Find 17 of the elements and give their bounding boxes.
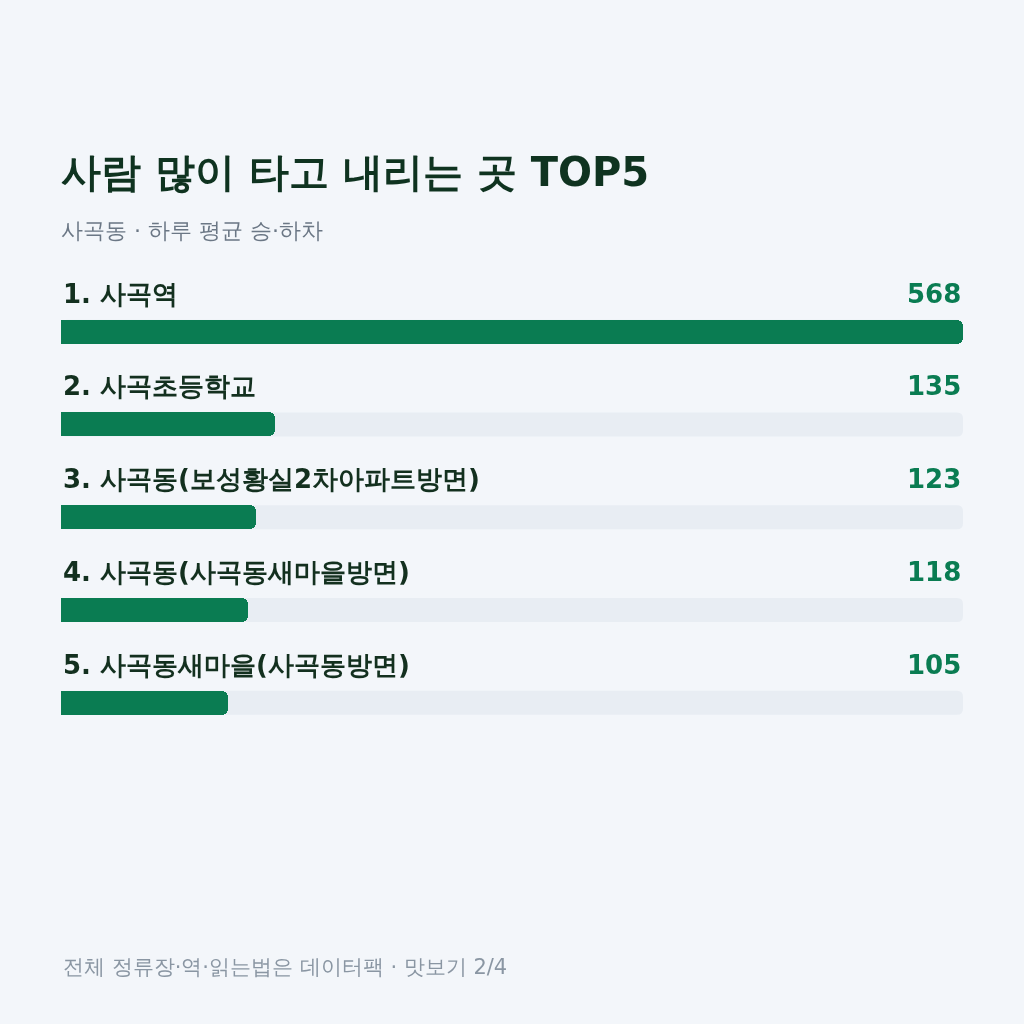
data-label: 105 (907, 650, 962, 680)
y-tick-label: 3. 사곡동(보성황실2차아파트방면) (63, 464, 480, 494)
y-tick-label: 4. 사곡동(사곡동새마을방면) (63, 557, 410, 587)
bar (61, 505, 256, 529)
chart-title: 사람 많이 타고 내리는 곳 TOP5 (61, 149, 650, 195)
bar (61, 598, 248, 622)
y-tick-label: 5. 사곡동새마을(사곡동방면) (63, 650, 410, 680)
bar (61, 412, 275, 436)
bar (61, 691, 228, 715)
data-label: 135 (907, 371, 962, 401)
y-tick-label: 1. 사곡역 (63, 279, 179, 309)
data-label: 568 (907, 279, 962, 309)
data-label: 123 (907, 464, 962, 494)
data-label: 118 (907, 557, 962, 587)
text: 전체 정류장·역·읽는법은 데이터팩 · 맛보기 2/4 (63, 955, 508, 979)
y-tick-label: 2. 사곡초등학교 (63, 371, 257, 401)
chart-subtitle: 사곡동 · 하루 평균 승·하차 (61, 217, 323, 243)
